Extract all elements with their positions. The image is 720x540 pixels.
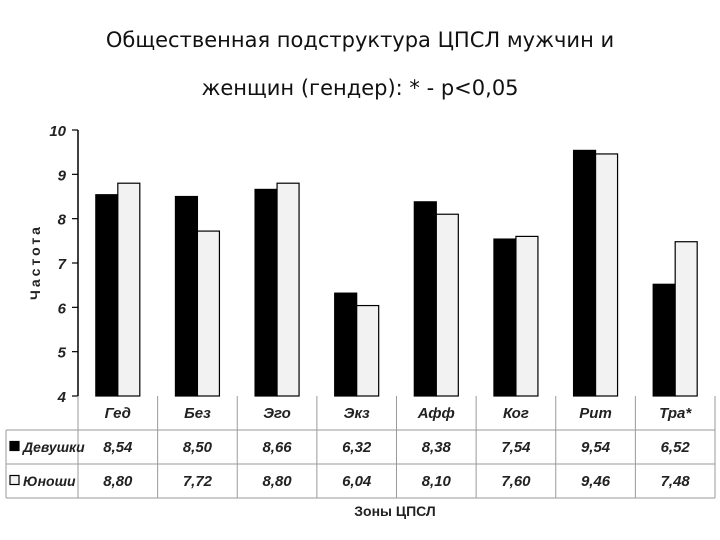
data-value-label: 7,72 <box>183 473 213 490</box>
x-category-label: Рит <box>579 405 612 422</box>
y-tick-label: 6 <box>58 300 67 317</box>
chart-title-line2: женщин (гендер): * - p<0,05 <box>201 76 519 100</box>
y-tick-label: 5 <box>58 345 67 362</box>
x-category-label: Без <box>184 405 211 422</box>
data-value-label: 9,54 <box>581 439 611 456</box>
bar-devushki <box>652 283 676 397</box>
x-axis-label: Зоны ЦПСЛ <box>354 503 436 519</box>
bar-devushki <box>95 194 119 397</box>
bar-yunoshi <box>594 153 619 397</box>
bar-yunoshi <box>117 182 141 397</box>
bar-yunoshi <box>276 182 300 397</box>
bar-yunoshi <box>515 235 539 397</box>
bar-yunoshi <box>356 304 380 397</box>
x-category-label: Тра* <box>659 405 692 422</box>
x-category-label: Экз <box>344 405 370 422</box>
bar-yunoshi <box>435 213 459 397</box>
data-value-label: 8,66 <box>262 439 292 456</box>
legend-swatch <box>9 440 20 452</box>
data-value-label: 8,80 <box>262 473 292 490</box>
data-value-label: 8,38 <box>422 439 452 456</box>
data-table: Гед Без Эго Экз Афф Ког Рит Тра* Девушки 8,54 8,50… <box>5 396 716 499</box>
data-value-label: 7,54 <box>501 439 531 456</box>
chart-title-line1: Общественная подструктура ЦПСЛ мужчин и <box>105 28 615 52</box>
y-tick-label: 8 <box>58 212 67 229</box>
x-category-label: Гед <box>105 405 131 422</box>
bar-yunoshi <box>674 241 698 397</box>
data-value-label: 9,46 <box>581 473 611 490</box>
legend-series-name: Девушки <box>22 439 85 455</box>
data-value-label: 7,48 <box>661 473 691 490</box>
x-category-label: Афф <box>417 405 455 422</box>
bars <box>95 149 698 397</box>
x-category-label: Эго <box>263 405 291 422</box>
legend-swatch <box>9 474 20 486</box>
bar-devushki <box>334 292 358 397</box>
y-axis-label: Частота <box>27 224 43 300</box>
bar-devushki <box>254 188 278 397</box>
bar-devushki <box>174 195 199 397</box>
y-tick-label: 10 <box>49 123 66 140</box>
legend-series-name: Юноши <box>23 473 76 489</box>
y-tick-label: 4 <box>57 389 67 406</box>
data-value-label: 8,54 <box>103 439 133 456</box>
bar-devushki <box>413 201 437 397</box>
y-tick-label: 9 <box>58 167 67 184</box>
y-tick-label: 7 <box>58 256 67 273</box>
data-value-label: 8,10 <box>422 473 452 490</box>
x-category-label: Ког <box>503 405 529 422</box>
bar-yunoshi <box>196 230 221 397</box>
data-value-label: 7,60 <box>501 473 531 490</box>
data-value-label: 8,50 <box>183 439 213 456</box>
data-value-label: 6,04 <box>342 473 372 490</box>
bar-devushki <box>572 149 597 397</box>
bar-devushki <box>493 238 517 397</box>
data-value-label: 6,32 <box>342 439 372 456</box>
y-axis: 4 5 6 7 8 9 10 <box>49 123 79 406</box>
data-value-label: 8,80 <box>103 473 133 490</box>
data-value-label: 6,52 <box>661 439 691 456</box>
